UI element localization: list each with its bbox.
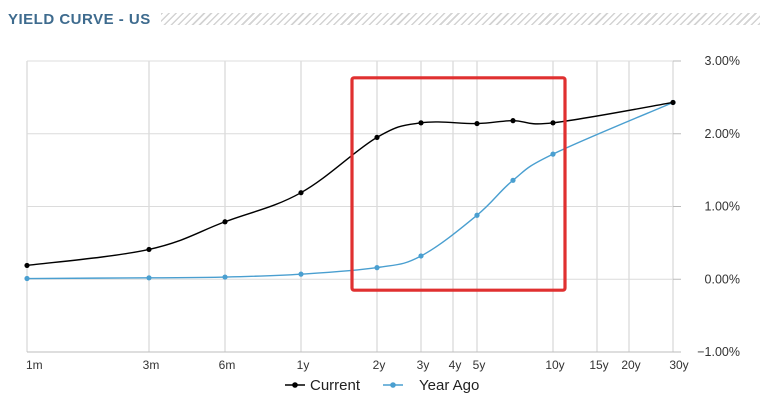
- x-tick-label: 15y: [589, 358, 608, 372]
- data-point-current: [222, 219, 228, 225]
- grid-lines: [26, 60, 674, 353]
- x-tick-label: 4y: [449, 358, 462, 372]
- x-tick-label: 3y: [417, 358, 430, 372]
- x-tick-label: 1y: [297, 358, 310, 372]
- data-point-year-ago: [298, 271, 304, 277]
- series-line-year-ago: [26, 101, 674, 280]
- x-tick-label: 5y: [473, 358, 486, 372]
- data-point-year-ago: [510, 177, 516, 183]
- y-tick-label: 1.00%: [705, 200, 740, 214]
- data-point-current: [374, 134, 380, 140]
- legend-marker-current: [292, 382, 298, 388]
- legend-label-current: Current: [310, 377, 361, 394]
- data-point-current: [298, 190, 304, 196]
- data-point-current: [146, 246, 152, 253]
- highlight-rectangle: [350, 76, 567, 292]
- data-point-year-ago: [146, 275, 152, 281]
- data-point-current: [24, 262, 30, 269]
- legend-marker-year-ago: [390, 382, 396, 388]
- data-point-current: [418, 120, 424, 126]
- data-point-current: [510, 118, 516, 124]
- x-tick-label: 2y: [373, 358, 386, 372]
- x-tick-label: 20y: [621, 358, 640, 372]
- chart-title: YIELD CURVE - US: [8, 10, 151, 28]
- chart-header: YIELD CURVE - US: [8, 8, 760, 30]
- data-point-year-ago: [418, 253, 424, 259]
- legend-label-year-ago: Year Ago: [419, 377, 479, 394]
- y-tick-label: 0.00%: [705, 272, 740, 286]
- legend: Current Year Ago: [285, 377, 479, 394]
- y-tick-label: 3.00%: [705, 54, 740, 68]
- title-hatch-decoration: [160, 13, 760, 25]
- data-point-year-ago: [24, 275, 30, 282]
- data-point-current: [670, 99, 676, 106]
- y-tick-label: 2.00%: [705, 127, 740, 141]
- data-point-current: [550, 120, 556, 126]
- data-point-year-ago: [222, 274, 228, 280]
- y-tick-label: −1.00%: [697, 345, 740, 359]
- x-tick-label: 30y: [669, 358, 688, 372]
- annotation-layer: [350, 76, 567, 292]
- data-point-year-ago: [474, 212, 480, 218]
- data-point-current: [474, 120, 480, 127]
- x-tick-label: 1m: [26, 358, 43, 372]
- x-tick-label: 6m: [219, 358, 236, 372]
- x-tick-label: 10y: [545, 358, 564, 372]
- x-axis: 1m 3m 6m 1y 2y 3y 4y 5y 10y 15y 20y 30y: [26, 351, 689, 372]
- y-axis: 3.00% 2.00% 1.00% 0.00% −1.00%: [673, 54, 740, 359]
- series-layer: [24, 99, 676, 282]
- data-point-year-ago: [550, 151, 556, 157]
- x-tick-label: 3m: [143, 358, 160, 372]
- series-line-current: [26, 101, 674, 267]
- data-point-year-ago: [374, 265, 380, 271]
